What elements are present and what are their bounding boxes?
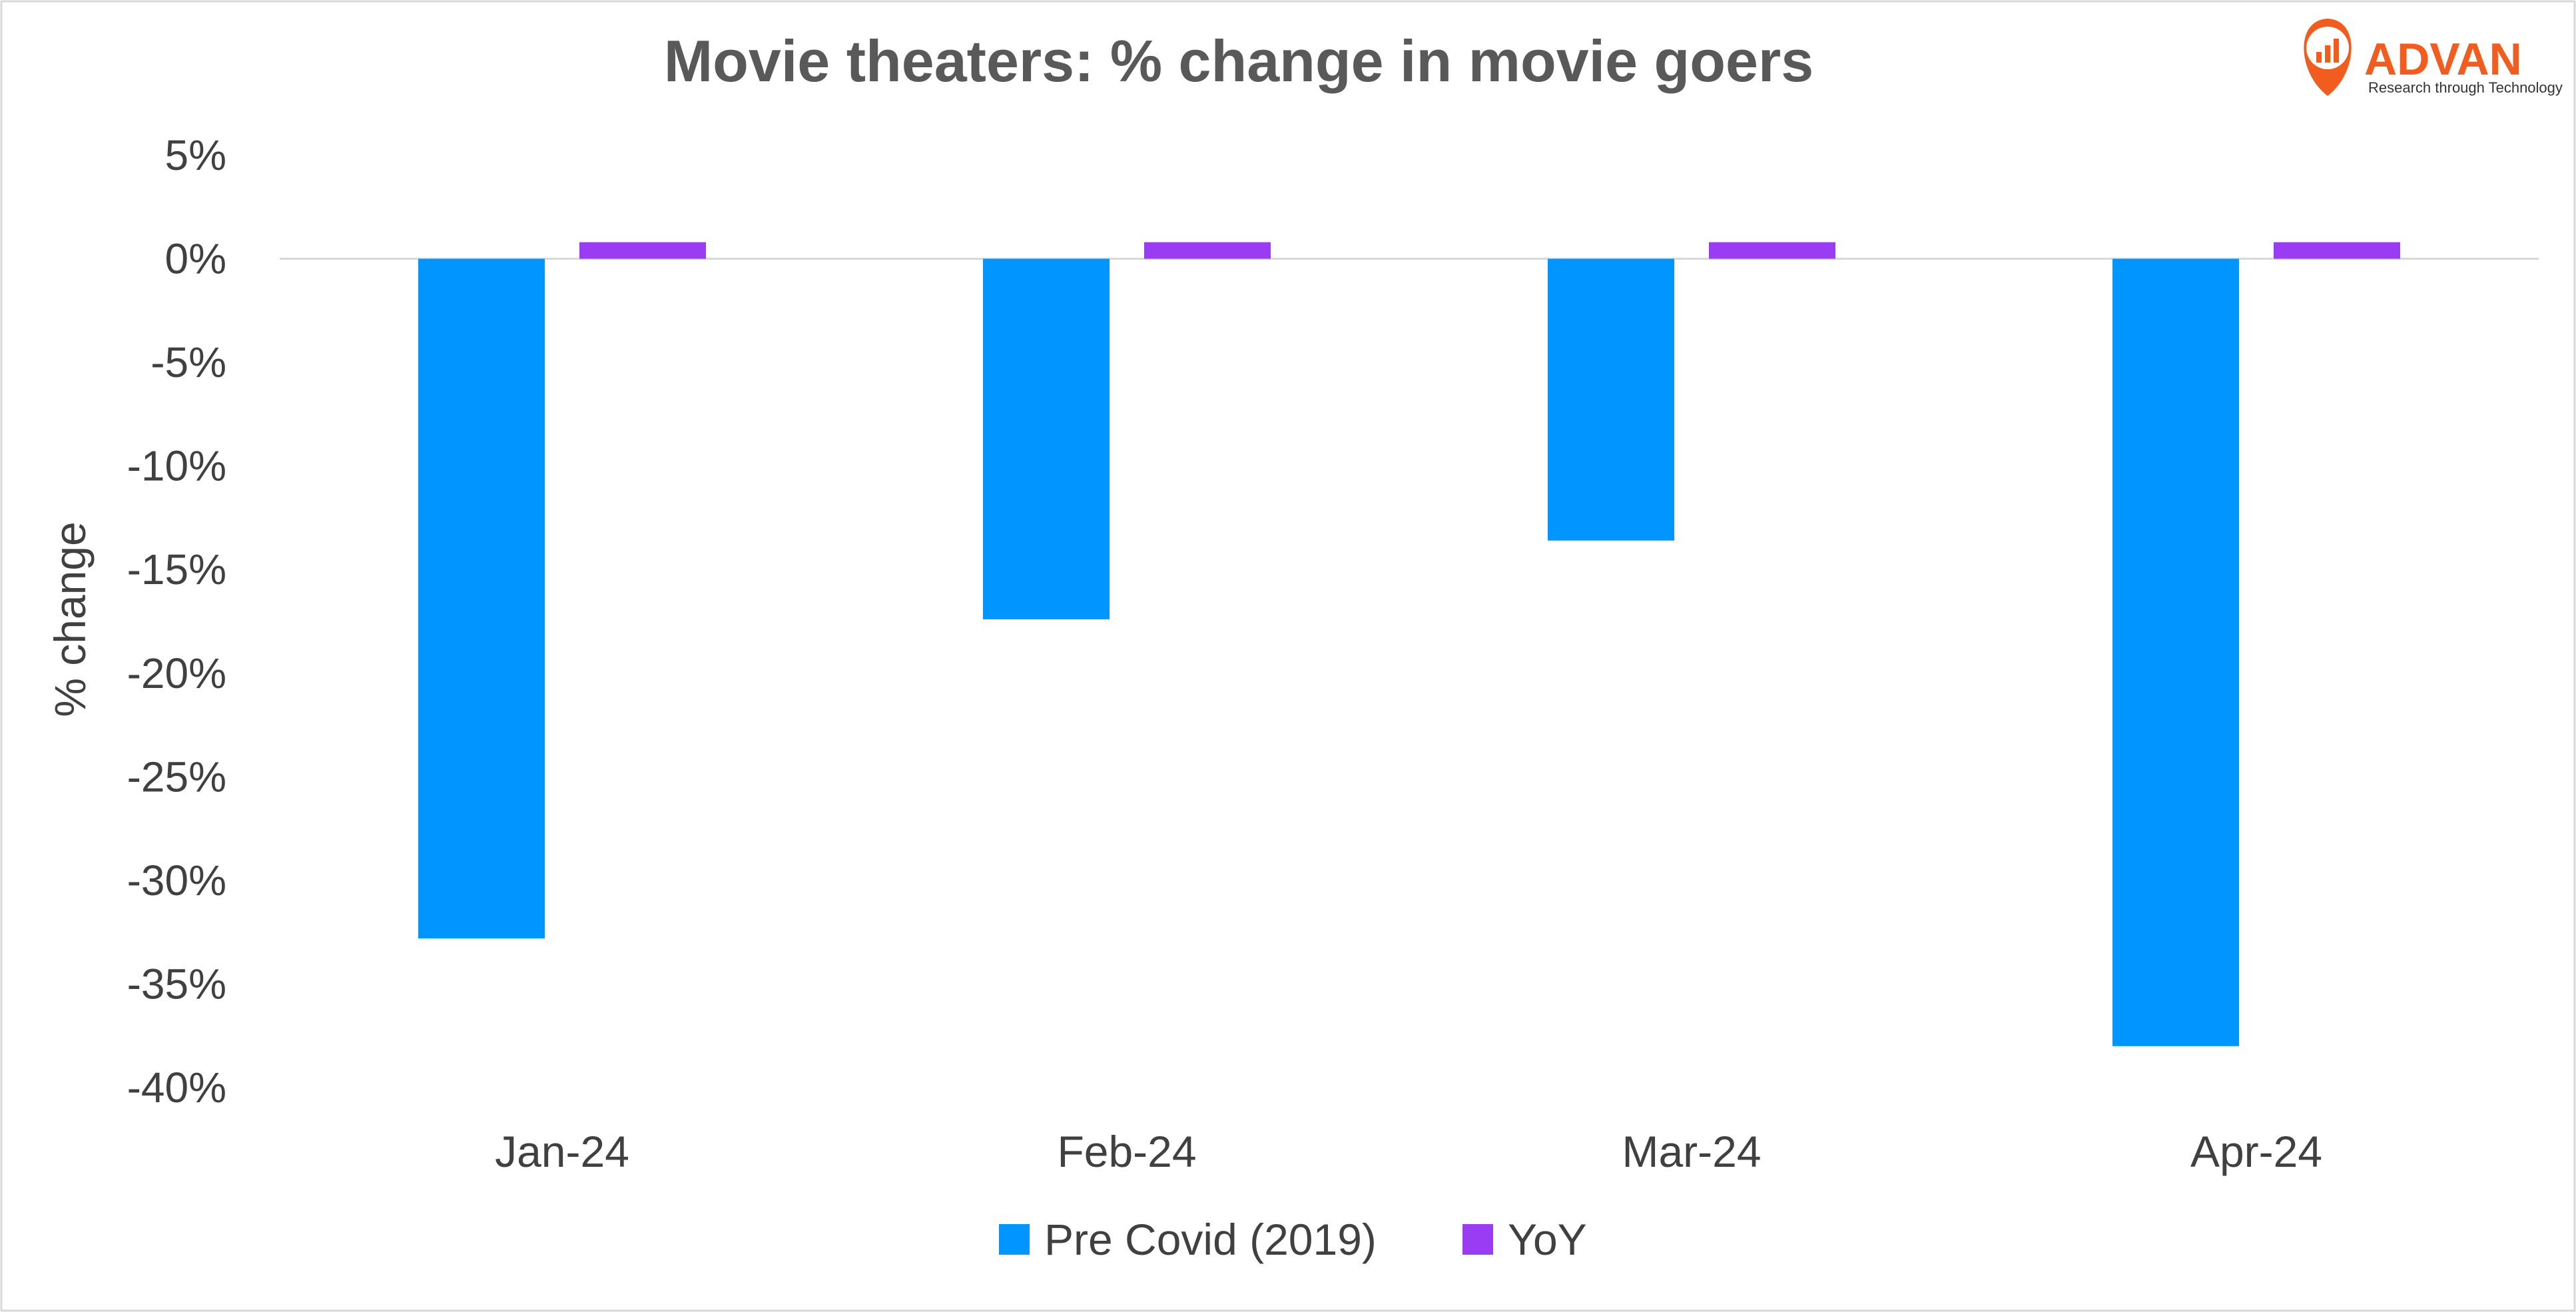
bar-yoy-mar-24: [1709, 242, 1835, 259]
y-axis-ticks: 5% 0% -5% -10% -15% -20% -25% -30% -35% -40%: [127, 131, 226, 1112]
legend-label-pre-covid: Pre Covid (2019): [1044, 1215, 1377, 1264]
logo-wordmark: ADVAN: [2364, 34, 2522, 85]
bar-pre-covid-feb-24: [983, 258, 1110, 619]
x-tick-label: Mar-24: [1622, 1127, 1761, 1176]
x-tick-label: Feb-24: [1057, 1127, 1196, 1176]
bar-yoy-jan-24: [579, 242, 706, 259]
y-tick-label: -40%: [127, 1064, 226, 1112]
legend-swatch-pre-covid: [999, 1224, 1030, 1255]
x-axis-ticks: Jan-24 Feb-24 Mar-24 Apr-24: [495, 1127, 2322, 1176]
y-tick-label: 5%: [165, 131, 227, 179]
y-tick-label: -35%: [127, 960, 226, 1008]
y-tick-label: -10%: [127, 442, 226, 490]
y-tick-label: 0%: [165, 235, 227, 283]
map-pin-chart-icon: [2304, 19, 2352, 96]
y-tick-label: -15%: [127, 545, 226, 593]
bar-pre-covid-apr-24: [2112, 258, 2239, 1046]
y-tick-label: -5%: [151, 338, 226, 386]
y-tick-label: -25%: [127, 753, 226, 801]
bar-yoy-feb-24: [1144, 242, 1271, 259]
bars: [418, 242, 2400, 1046]
chart-title: Movie theaters: % change in movie goers: [664, 28, 1813, 94]
brand-logo: ADVAN Research through Technology: [2304, 19, 2563, 96]
bar-pre-covid-mar-24: [1548, 258, 1674, 541]
x-tick-label: Apr-24: [2190, 1127, 2322, 1176]
legend: Pre Covid (2019) YoY: [999, 1215, 1587, 1264]
legend-label-yoy: YoY: [1508, 1215, 1587, 1264]
logo-tagline: Research through Technology: [2368, 79, 2563, 96]
y-axis-label: % change: [45, 521, 95, 717]
y-tick-label: -20%: [127, 649, 226, 697]
bar-pre-covid-jan-24: [418, 258, 545, 938]
legend-swatch-yoy: [1462, 1224, 1493, 1255]
bar-yoy-apr-24: [2274, 242, 2400, 259]
x-tick-label: Jan-24: [495, 1127, 629, 1176]
y-tick-label: -30%: [127, 856, 226, 904]
